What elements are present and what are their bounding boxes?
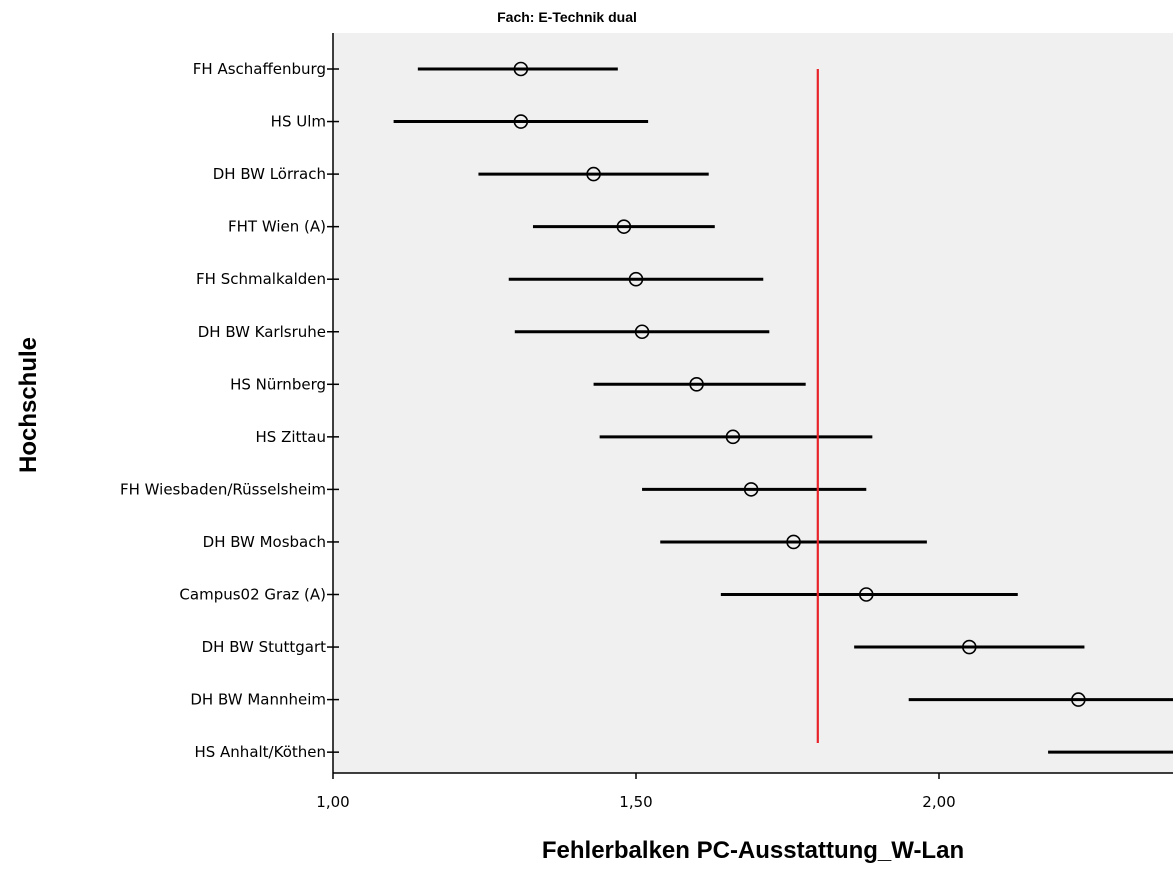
x-tick-label: 2,00 bbox=[922, 793, 955, 811]
mean-marker bbox=[858, 587, 874, 602]
x-axis: 1,001,502,002,503,003,50 bbox=[316, 772, 1173, 811]
mean-marker bbox=[786, 534, 801, 550]
plot-area bbox=[333, 33, 1173, 773]
mean-marker bbox=[961, 639, 977, 655]
y-category-label: Campus02 Graz (A) bbox=[179, 586, 326, 604]
x-tick-label: 1,50 bbox=[619, 793, 652, 811]
y-category-label: DH BW Lörrach bbox=[213, 165, 326, 183]
mean-marker bbox=[628, 271, 644, 287]
y-category-label: DH BW Stuttgart bbox=[202, 638, 327, 656]
x-tick-label: 1,00 bbox=[316, 793, 349, 811]
y-category-label: DH BW Mannheim bbox=[190, 691, 326, 709]
y-category-label: HS Zittau bbox=[256, 428, 326, 446]
y-category-label: FH Schmalkalden bbox=[196, 270, 326, 288]
y-axis: FH Aschaffenburg HS Ulm DH BW Lörrach FHT W… bbox=[120, 33, 339, 773]
error-bars bbox=[393, 61, 1173, 754]
mean-marker bbox=[1071, 692, 1086, 707]
y-category-label: HS Anhalt/Köthen bbox=[194, 743, 326, 761]
mean-marker bbox=[616, 219, 632, 234]
mean-marker bbox=[689, 376, 704, 392]
y-category-label: FH Aschaffenburg bbox=[193, 60, 326, 78]
mean-marker bbox=[743, 482, 759, 497]
mean-marker bbox=[513, 114, 529, 129]
mean-marker bbox=[725, 429, 741, 445]
y-category-label: FH Wiesbaden/Rüsselsheim bbox=[120, 480, 326, 498]
mean-marker bbox=[513, 61, 529, 77]
y-category-label: FHT Wien (A) bbox=[228, 218, 326, 236]
mean-marker bbox=[586, 166, 601, 182]
y-category-label: DH BW Mosbach bbox=[203, 533, 326, 551]
chart-title: Fach: E-Technik dual bbox=[497, 9, 637, 25]
y-category-label: DH BW Karlsruhe bbox=[198, 323, 326, 341]
mean-marker bbox=[634, 324, 650, 340]
y-category-label: HS Nürnberg bbox=[230, 375, 326, 393]
y-axis-title: Hochschule bbox=[15, 337, 42, 473]
x-axis-title: Fehlerbalken PC-Ausstattung_W-Lan bbox=[542, 837, 964, 864]
y-category-label: HS Ulm bbox=[271, 113, 326, 131]
